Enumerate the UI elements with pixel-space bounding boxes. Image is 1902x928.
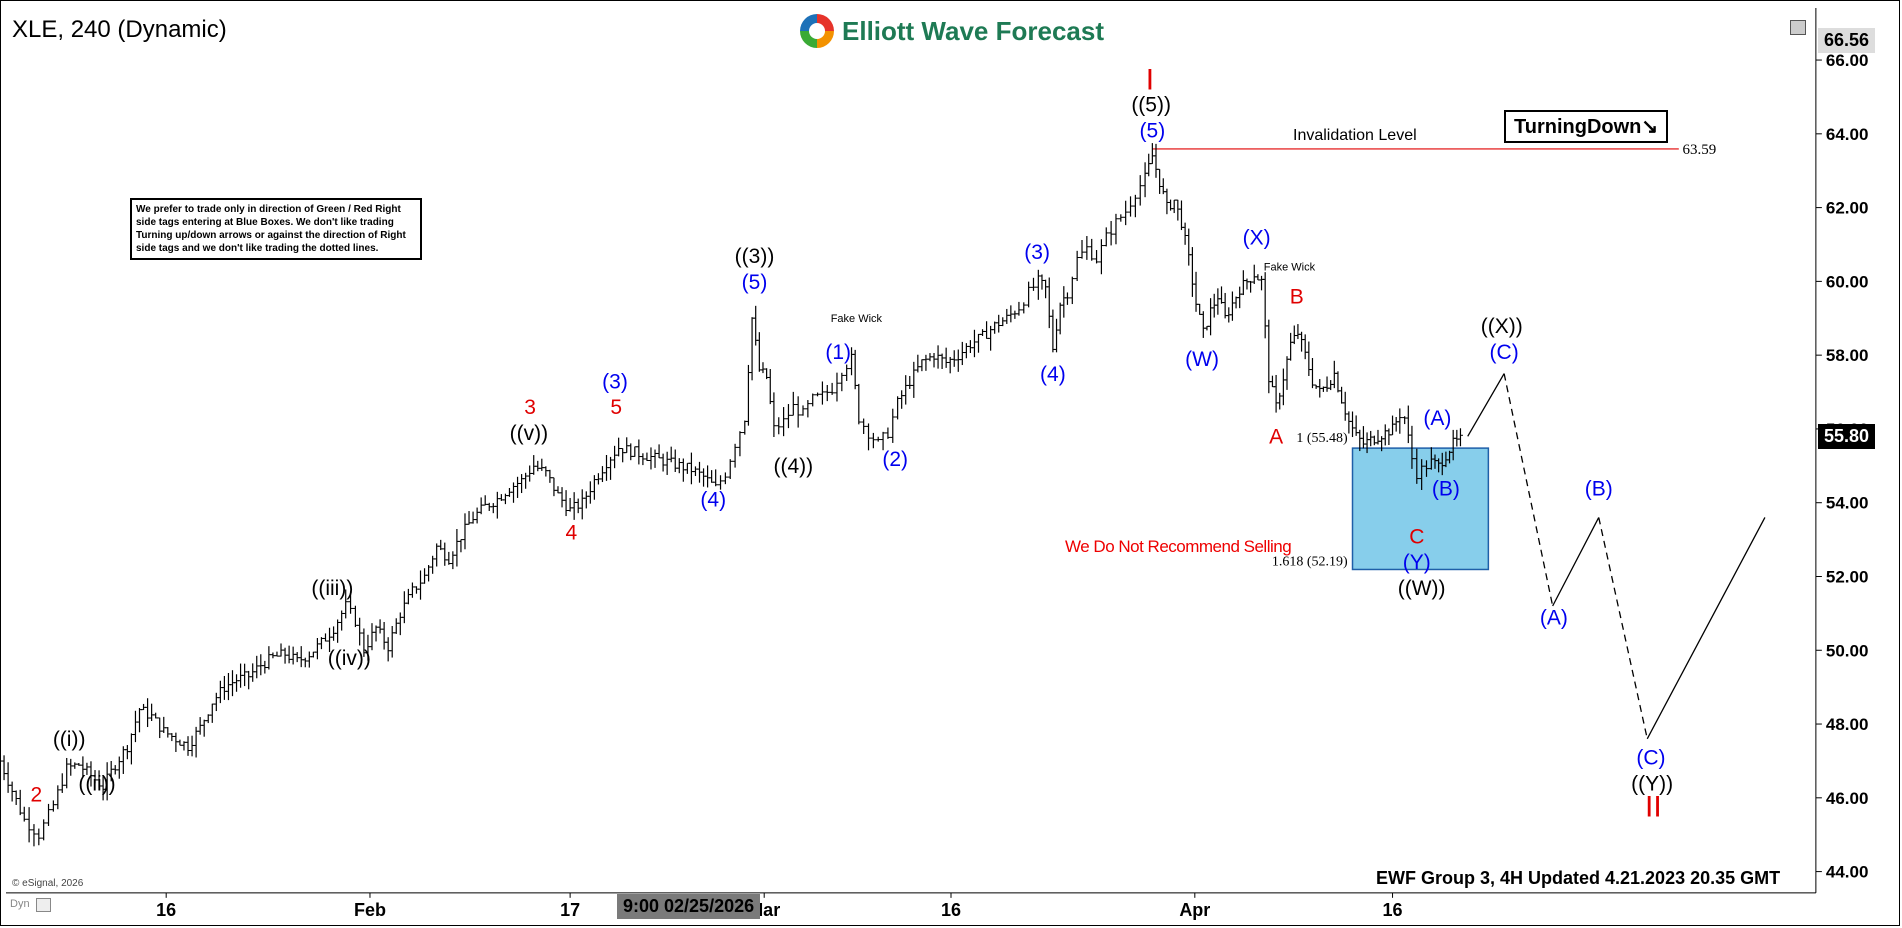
- x-tick-label: 16: [1383, 900, 1403, 920]
- wave-labels: 2 ((i)) ((ii)) ((iii)) ((iv)) ((v)) 3 4 (3) 5 (4) (…: [31, 64, 1674, 824]
- box-top-label: 1 (55.48): [1296, 431, 1348, 446]
- wave-label: (5): [742, 271, 768, 294]
- wave-label: (X): [1243, 226, 1271, 249]
- symbol-title: XLE, 240 (Dynamic): [12, 16, 227, 43]
- wave-label: 5: [610, 396, 622, 419]
- esignal-copyright: © eSignal, 2026: [12, 878, 84, 889]
- wave-label: ((X)): [1481, 315, 1523, 338]
- wave-label: ((5)): [1131, 94, 1171, 117]
- wave-label: (W): [1185, 348, 1219, 371]
- wave-label: ((v)): [510, 422, 548, 445]
- disclaimer-box: We prefer to trade only in direction of …: [130, 198, 422, 260]
- wave-label: 4: [565, 522, 577, 545]
- wave-label: (B): [1585, 477, 1613, 500]
- wave-label: (A): [1423, 407, 1451, 430]
- wave-label: (4): [700, 488, 726, 511]
- y-tick-label: 60.00: [1826, 272, 1869, 291]
- y-tick-label: 54.00: [1826, 494, 1869, 513]
- window-menu-icon[interactable]: [1790, 20, 1806, 35]
- projection-segment: [1598, 517, 1648, 739]
- wave-label: ((iv)): [328, 647, 371, 670]
- wave-label: (3): [602, 370, 628, 393]
- fake-wick-note: Fake Wick: [831, 313, 883, 325]
- projection-segment: [1646, 517, 1766, 740]
- grid-layer: [6, 8, 1817, 894]
- invalidation-label: Invalidation Level: [1293, 127, 1417, 144]
- y-tick-label: 46.00: [1826, 789, 1869, 808]
- blue-box: [1351, 447, 1490, 571]
- crosshair-time: 9:00 02/25/2026: [617, 894, 761, 919]
- wave-label: B: [1290, 286, 1304, 309]
- y-tick-label: 48.00: [1826, 715, 1869, 734]
- wave-label: (2): [882, 448, 908, 471]
- wave-label: ((W)): [1398, 577, 1446, 600]
- price-axis[interactable]: 66.0064.0062.0060.0058.0056.0054.0052.00…: [1815, 51, 1869, 882]
- x-tick-label: 16: [941, 900, 961, 920]
- wave-label: C: [1409, 525, 1424, 548]
- wave-label: A: [1269, 426, 1283, 449]
- wave-label: (3): [1024, 241, 1050, 264]
- current-price-tag: 55.80: [1818, 424, 1876, 449]
- wave-label: ((i)): [53, 728, 86, 751]
- x-tick-label: Apr: [1179, 900, 1210, 920]
- turning-down-badge: TurningDown↘: [1504, 110, 1669, 143]
- y-tick-label: 44.00: [1826, 863, 1869, 882]
- projection-path: [1467, 373, 1766, 740]
- wave-label: ((Y)): [1631, 772, 1673, 795]
- y-tick-label: 58.00: [1826, 346, 1869, 365]
- wave-label: (C): [1636, 747, 1665, 770]
- price-bars: [0, 143, 1463, 847]
- y-tick-label: 64.00: [1826, 125, 1869, 144]
- x-tick-label: Feb: [354, 900, 386, 920]
- wave-label: ((3)): [735, 245, 775, 268]
- wave-label: ((ii)): [78, 772, 115, 795]
- wave-label: (A): [1540, 606, 1568, 629]
- box-bottom-label: 1.618 (52.19): [1272, 554, 1348, 569]
- wave-label: 3: [524, 396, 536, 419]
- dyn-label: Dyn: [10, 898, 30, 910]
- wave-label: (4): [1040, 363, 1066, 386]
- wave-label: (C): [1490, 341, 1519, 364]
- x-tick-label: 16: [156, 900, 176, 920]
- y-tick-label: 50.00: [1826, 641, 1869, 660]
- projection-segment: [1552, 517, 1600, 607]
- ewf-logo-icon: [800, 14, 834, 48]
- time-axis[interactable]: 16 Feb 17 Mar 16 Apr 16: [156, 892, 1403, 920]
- wave-label: (Y): [1403, 551, 1431, 574]
- update-footer: EWF Group 3, 4H Updated 4.21.2023 20.35 …: [1376, 868, 1781, 888]
- wave-label: I: [1146, 64, 1154, 97]
- projection-segment: [1467, 373, 1505, 437]
- invalidation-value: 63.59: [1682, 142, 1716, 158]
- y-tick-label: 52.00: [1826, 567, 1869, 586]
- high-price-tag: 66.56: [1818, 28, 1876, 53]
- wave-label: 2: [31, 784, 43, 807]
- projection-segment: [1503, 373, 1554, 607]
- dyn-toggle-button[interactable]: [36, 898, 51, 912]
- wave-label: (B): [1432, 477, 1460, 500]
- no-sell-note: We Do Not Recommend Selling: [1065, 537, 1292, 556]
- brand-logo: Elliott Wave Forecast: [800, 14, 1104, 48]
- brand-name: Elliott Wave Forecast: [842, 15, 1104, 46]
- x-tick-label: 17: [560, 900, 580, 920]
- wave-label: ((iii)): [311, 577, 353, 600]
- wave-label: (1): [825, 341, 851, 364]
- fake-wick-note: Fake Wick: [1264, 261, 1316, 273]
- wave-label: II: [1645, 790, 1662, 823]
- wave-label: (5): [1140, 120, 1166, 143]
- y-tick-label: 66.00: [1826, 51, 1869, 70]
- y-tick-label: 62.00: [1826, 199, 1869, 218]
- wave-label: ((4)): [773, 455, 813, 478]
